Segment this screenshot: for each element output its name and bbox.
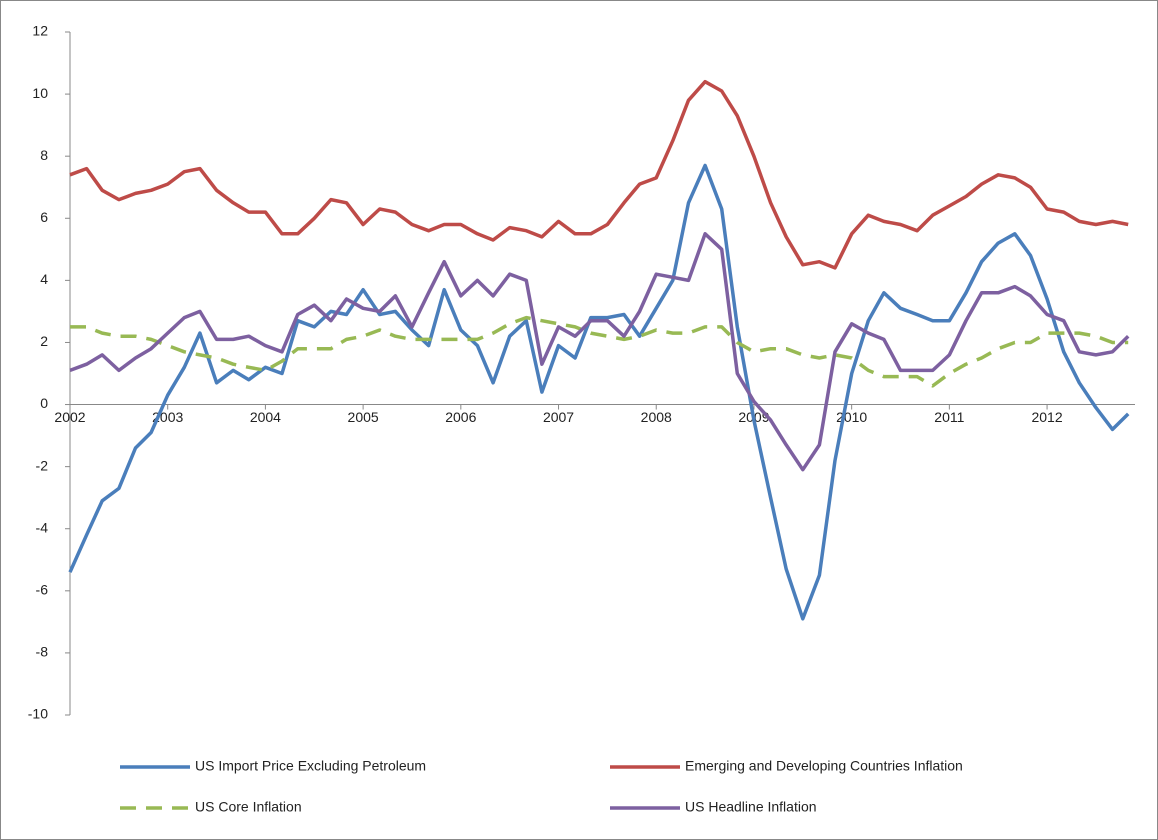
series-line — [69, 79, 1129, 270]
y-tick-label: 8 — [40, 147, 48, 163]
y-tick-label: -8 — [36, 644, 49, 660]
legend-label: US Core Inflation — [195, 799, 302, 815]
x-tick-label: 2011 — [934, 409, 964, 425]
x-tick-label: 2002 — [54, 409, 85, 425]
x-tick-label: 2007 — [543, 409, 574, 425]
x-tick-label: 2008 — [641, 409, 672, 425]
legend-label: US Import Price Excluding Petroleum — [195, 758, 426, 774]
y-tick-label: 6 — [40, 209, 48, 225]
x-tick-label: 2004 — [250, 409, 281, 425]
series-line — [69, 232, 1130, 472]
x-tick-label: 2005 — [348, 409, 379, 425]
legend-label: US Headline Inflation — [685, 799, 817, 815]
y-tick-label: -4 — [36, 519, 49, 535]
y-tick-label: 10 — [32, 85, 48, 101]
y-tick-label: -10 — [28, 706, 48, 722]
y-tick-label: 12 — [32, 23, 48, 39]
series-line — [68, 163, 1130, 621]
legend-label: Emerging and Developing Countries Inflat… — [685, 758, 963, 774]
y-tick-label: 2 — [40, 333, 48, 349]
y-tick-label: 0 — [40, 395, 48, 411]
y-tick-label: -6 — [36, 582, 49, 598]
x-tick-label: 2012 — [1031, 409, 1062, 425]
y-tick-label: 4 — [40, 271, 48, 287]
series-line — [70, 315, 1129, 388]
x-tick-label: 2006 — [445, 409, 476, 425]
y-tick-label: -2 — [36, 457, 49, 473]
